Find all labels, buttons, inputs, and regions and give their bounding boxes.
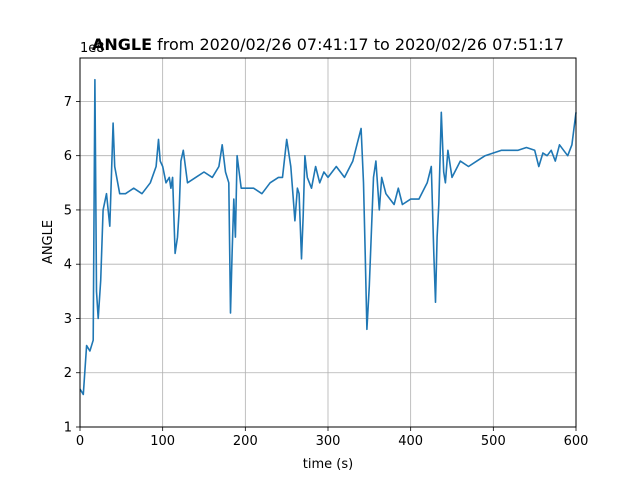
x-tick-label: 0 <box>76 434 84 449</box>
x-tick-label: 200 <box>233 434 258 449</box>
series-group <box>79 78 577 396</box>
y-tick-label: 5 <box>64 203 72 218</box>
y-axis-ticks: 1 2 3 4 5 6 7 <box>64 95 80 436</box>
y-offset-text: 1e8 <box>80 41 105 56</box>
y-tick-label: 6 <box>64 149 72 164</box>
y-tick-label: 2 <box>64 366 72 381</box>
angle-series-line <box>79 78 577 396</box>
x-tick-label: 300 <box>316 434 341 449</box>
x-tick-label: 400 <box>398 434 423 449</box>
chart-title-bold: ANGLE <box>92 35 152 54</box>
y-tick-label: 7 <box>64 95 72 110</box>
chart-title-rest: from 2020/02/26 07:41:17 to 2020/02/26 0… <box>152 35 564 54</box>
y-axis-label: ANGLE <box>41 220 56 264</box>
x-tick-label: 500 <box>481 434 506 449</box>
y-tick-label: 3 <box>64 312 72 327</box>
chart-title: ANGLE from 2020/02/26 07:41:17 to 2020/0… <box>92 35 564 54</box>
x-tick-label: 600 <box>564 434 589 449</box>
y-tick-label: 4 <box>64 258 72 273</box>
y-tick-label: 1 <box>64 421 72 436</box>
x-axis-ticks: 0 100 200 300 400 500 600 <box>76 427 589 449</box>
x-tick-label: 100 <box>150 434 175 449</box>
x-axis-label: time (s) <box>303 457 353 472</box>
